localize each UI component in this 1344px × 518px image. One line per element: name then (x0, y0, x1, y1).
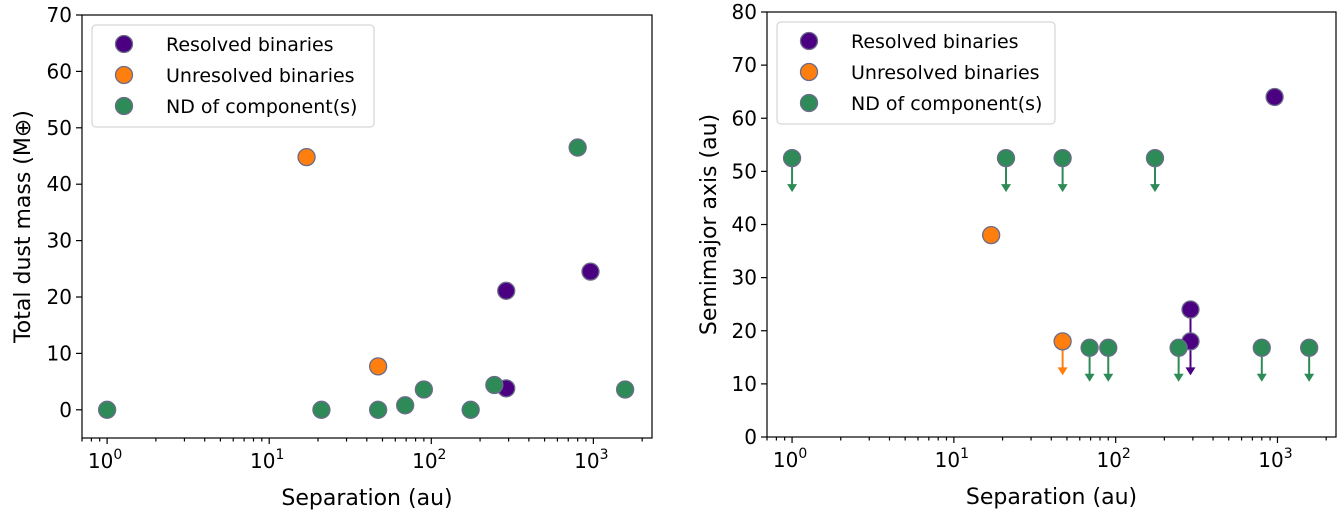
x-axis-label: Separation (au) (281, 486, 452, 511)
data-point (1145, 148, 1165, 168)
x-tick-label: 103 (574, 447, 608, 473)
data-point (1265, 87, 1284, 107)
legend-box (91, 24, 375, 128)
right-panel-semimajor-axis: 100 101 102 10301020304050607080Separation … (697, 0, 1337, 510)
legend-label: Unresolved binaries (851, 62, 1040, 84)
y-axis-label: Total dust mass (M⊕) (11, 110, 36, 344)
y-tick-label: 70 (47, 3, 72, 27)
y-tick-label: 30 (47, 229, 72, 253)
y-tick-label: 10 (47, 341, 72, 365)
data-point (1053, 332, 1072, 351)
data-point (368, 400, 388, 419)
y-tick-label: 60 (47, 59, 72, 83)
upper-limit-arrowhead (1084, 373, 1095, 382)
x-tick-exponent: 1 (275, 447, 284, 463)
legend-marker (799, 31, 819, 51)
legend-marker (114, 34, 134, 54)
data-point (581, 262, 600, 281)
y-tick-label: 50 (47, 116, 72, 140)
data-point (497, 281, 516, 300)
legend-marker (114, 65, 134, 85)
x-tick-base: 10 (574, 449, 599, 473)
data-point (297, 147, 316, 167)
x-tick-label: 103 (1258, 446, 1292, 472)
data-point (461, 400, 480, 419)
data-point (97, 400, 117, 419)
y-tick-label: 80 (732, 0, 757, 24)
x-tick-label: 102 (412, 447, 446, 473)
x-tick-exponent: 0 (113, 447, 122, 463)
y-tick-label: 20 (47, 285, 72, 309)
x-tick-base: 10 (773, 448, 798, 472)
x-tick-exponent: 3 (600, 447, 609, 463)
y-tick-label: 60 (732, 106, 757, 130)
data-point (485, 375, 504, 395)
x-tick-label: 101 (935, 446, 969, 472)
x-tick-base: 10 (1096, 448, 1121, 472)
x-tick-base: 10 (935, 448, 960, 472)
data-point (1252, 338, 1271, 357)
data-point (996, 148, 1016, 168)
x-tick-label: 100 (773, 446, 807, 472)
legend-label: Resolved binaries (166, 34, 334, 56)
legend-marker (799, 62, 819, 82)
x-tick-exponent: 1 (960, 446, 969, 462)
data-point (396, 396, 415, 415)
upper-limit-arrowhead (1185, 367, 1196, 376)
data-point (1080, 338, 1099, 357)
data-point (368, 357, 388, 376)
legend-label: ND of component(s) (851, 93, 1042, 115)
x-axis-label: Separation (au) (966, 485, 1137, 510)
y-tick-label: 70 (732, 53, 757, 77)
upper-limit-arrowhead (1149, 184, 1160, 193)
legend-label: Unresolved binaries (166, 65, 355, 87)
data-point (568, 138, 587, 157)
x-tick-label: 100 (88, 447, 122, 473)
upper-limit-arrowhead (1304, 373, 1315, 382)
x-tick-base: 10 (88, 449, 113, 473)
data-point (1169, 338, 1188, 357)
x-tick-base: 10 (250, 449, 275, 473)
x-tick-label: 101 (250, 447, 284, 473)
data-point (312, 400, 331, 419)
y-tick-label: 0 (744, 425, 757, 449)
data-point (1300, 338, 1319, 357)
x-tick-base: 10 (1258, 448, 1283, 472)
legend-label: Resolved binaries (851, 31, 1019, 53)
data-point (982, 225, 1001, 245)
y-tick-label: 10 (732, 372, 757, 396)
y-tick-label: 0 (59, 398, 72, 422)
data-point (1181, 300, 1200, 319)
x-tick-exponent: 3 (1284, 446, 1293, 462)
data-point (1099, 338, 1118, 357)
data-point (414, 380, 434, 399)
legend-box (776, 21, 1056, 125)
data-point (782, 148, 802, 168)
y-tick-label: 50 (732, 159, 757, 183)
upper-limit-arrowhead (1057, 367, 1068, 376)
x-tick-exponent: 2 (1122, 446, 1131, 462)
x-tick-label: 102 (1096, 446, 1130, 472)
legend-marker (799, 93, 819, 113)
y-tick-label: 30 (732, 266, 757, 290)
x-tick-exponent: 0 (798, 446, 807, 462)
y-tick-label: 40 (732, 213, 757, 237)
y-tick-label: 40 (47, 172, 72, 196)
upper-limit-arrowhead (1057, 184, 1068, 193)
upper-limit-arrowhead (1103, 373, 1114, 382)
y-axis-label: Semimajor axis (au) (697, 114, 722, 335)
legend-label: ND of component(s) (166, 96, 357, 118)
x-tick-exponent: 2 (438, 447, 447, 463)
upper-limit-arrowhead (1173, 373, 1184, 382)
legend-marker (114, 96, 134, 116)
upper-limit-arrowhead (787, 184, 798, 193)
data-point (1053, 148, 1072, 168)
x-tick-base: 10 (412, 449, 437, 473)
upper-limit-arrowhead (1001, 184, 1012, 193)
upper-limit-arrowhead (1256, 373, 1267, 382)
data-point (615, 380, 635, 399)
y-tick-label: 20 (732, 319, 757, 343)
